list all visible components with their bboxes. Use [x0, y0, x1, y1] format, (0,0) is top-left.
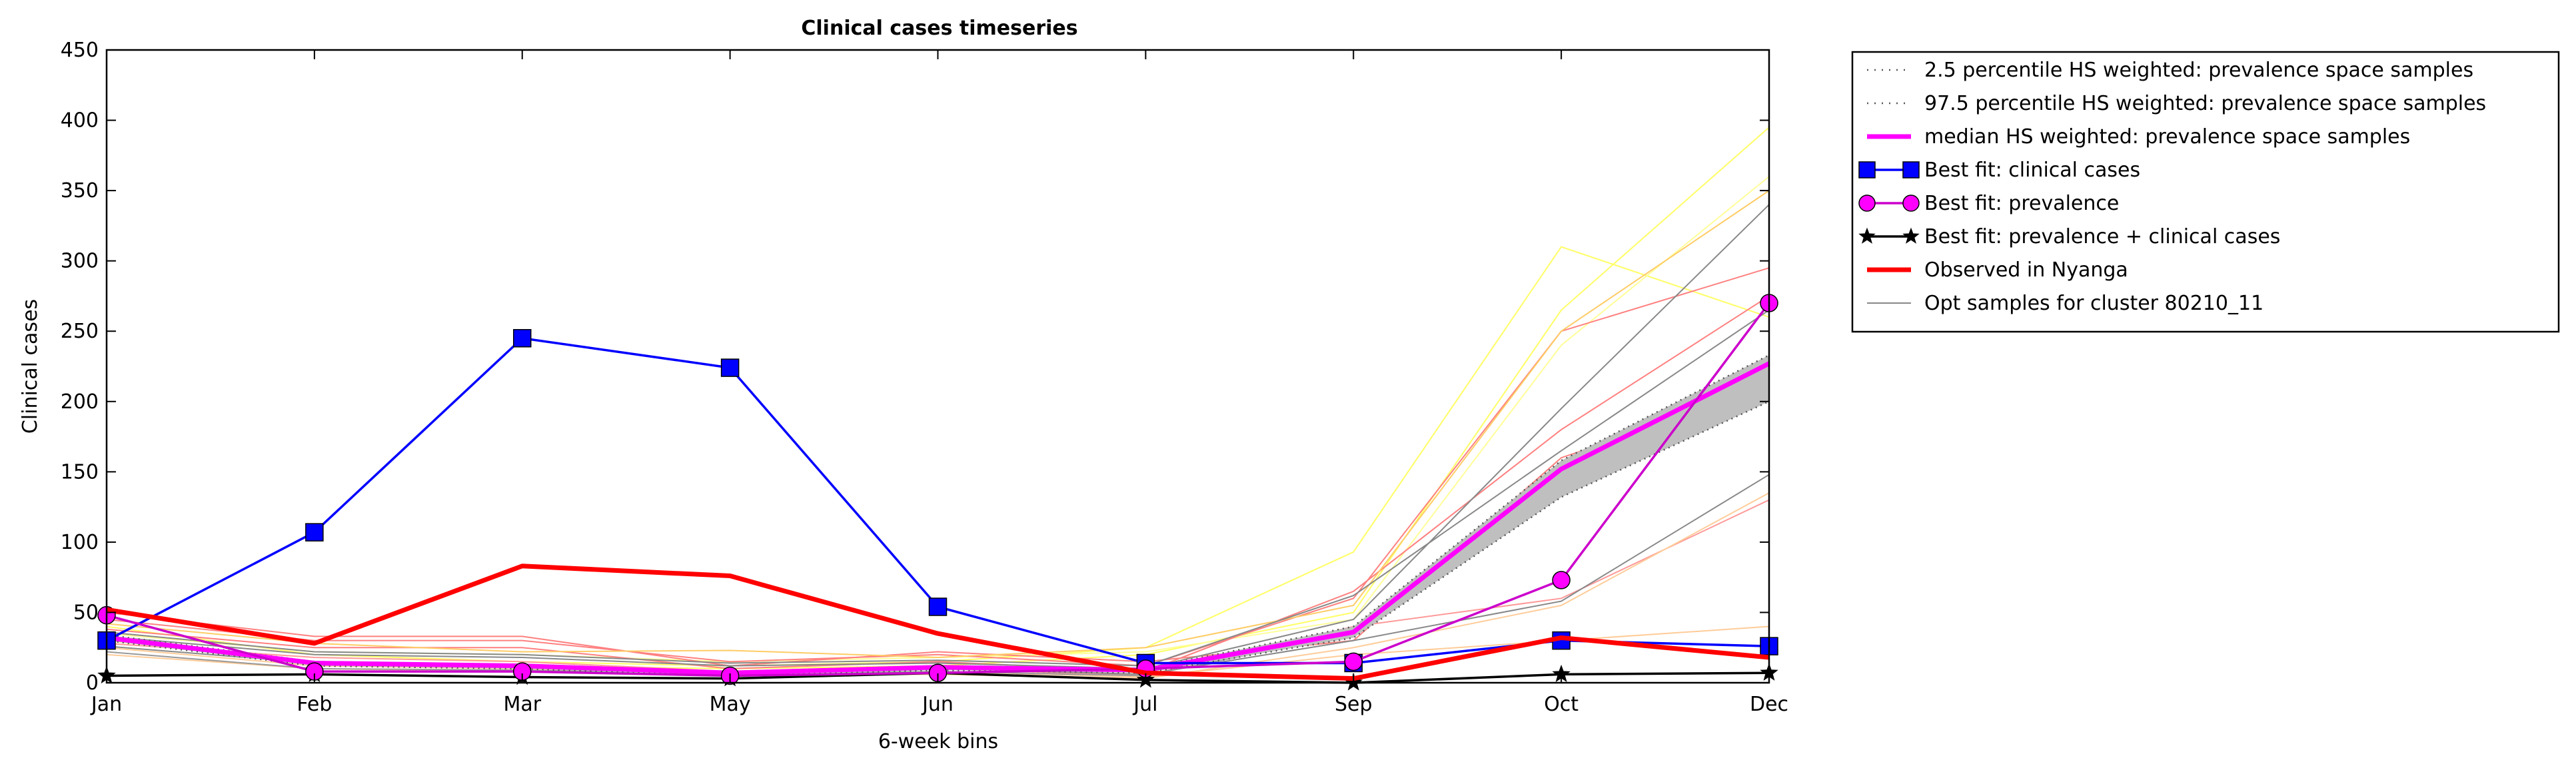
lower-percentile-line — [106, 400, 1770, 677]
y-tick-label-9: 400 — [61, 109, 99, 133]
legend-marker-5b — [1902, 194, 1920, 212]
chart-title: Clinical cases timeseries — [801, 17, 1077, 40]
sample-line-5 — [106, 295, 1770, 673]
x-tick-label-6: Jul — [1132, 693, 1157, 716]
series-3-point-7 — [1344, 652, 1363, 671]
x-tick-label-1: Jan — [90, 693, 122, 716]
legend-marker-6a — [1858, 227, 1876, 244]
x-tick-label-8: Oct — [1544, 693, 1579, 716]
sample-line-6 — [106, 499, 1770, 677]
legend-marker-5a — [1858, 194, 1876, 212]
series-2-point-5 — [928, 597, 948, 616]
legend-marker-4b — [1902, 161, 1920, 179]
plot-area — [97, 127, 1778, 691]
y-tick-label-4: 150 — [61, 460, 99, 484]
series-2-point-3 — [513, 329, 532, 348]
x-tick-label-2: Feb — [297, 693, 332, 716]
legend-label-5: Best fit: prevalence — [1924, 192, 2119, 215]
legend-marker-6b — [1902, 227, 1920, 244]
x-tick-label-3: Mar — [503, 693, 541, 716]
series-line-5 — [106, 564, 1770, 681]
x-axis-label: 6-week bins — [878, 730, 998, 753]
sample-line-11 — [106, 204, 1770, 669]
plot-frame — [105, 49, 1770, 684]
sample-line-7 — [106, 386, 1770, 667]
legend-marker-4a — [1858, 161, 1876, 179]
x-tick-label-5: Jun — [921, 693, 954, 716]
sample-line-4 — [106, 267, 1770, 667]
y-tick-label-10: 450 — [61, 39, 99, 62]
y-tick-label-5: 200 — [61, 390, 99, 414]
sample-line-2 — [106, 127, 1770, 669]
legend-label-1: 2.5 percentile HS weighted: prevalence s… — [1924, 59, 2473, 82]
series-2-point-4 — [720, 358, 740, 377]
x-tick-label-4: May — [710, 693, 751, 716]
y-tick-label-3: 100 — [61, 531, 99, 554]
y-tick-label-7: 300 — [61, 250, 99, 273]
series-2-point-2 — [305, 523, 324, 542]
legend: 2.5 percentile HS weighted: prevalence s… — [1851, 51, 2560, 333]
axes: 0 50 100 150 200 250 300 350 400 450 Jan Feb Mar May J… — [61, 39, 1788, 716]
y-tick-label-2: 50 — [73, 601, 99, 624]
sample-line-13 — [106, 309, 1770, 667]
series-3-point-8 — [1552, 571, 1571, 589]
x-tick-label-9: Dec — [1750, 693, 1788, 716]
sample-line-9 — [106, 190, 1770, 659]
legend-label-4: Best fit: clinical cases — [1924, 159, 2140, 182]
legend-label-8: Opt samples for cluster 80210_11 — [1924, 292, 2263, 315]
sample-line-3 — [106, 176, 1770, 663]
legend-label-7: Observed in Nyanga — [1924, 258, 2128, 282]
y-tick-label-8: 350 — [61, 179, 99, 202]
y-axis-label: Clinical cases — [19, 299, 42, 434]
x-tick-label-7: Sep — [1335, 693, 1373, 716]
series-line-3 — [106, 302, 1770, 677]
legend-box — [1851, 51, 2560, 333]
y-tick-label-1: 0 — [86, 671, 99, 695]
legend-label-6: Best fit: prevalence + clinical cases — [1924, 225, 2280, 248]
y-tick-label-6: 250 — [61, 320, 99, 343]
legend-label-3: median HS weighted: prevalence space sam… — [1924, 125, 2410, 149]
legend-label-2: 97.5 percentile HS weighted: prevalence … — [1924, 92, 2486, 115]
